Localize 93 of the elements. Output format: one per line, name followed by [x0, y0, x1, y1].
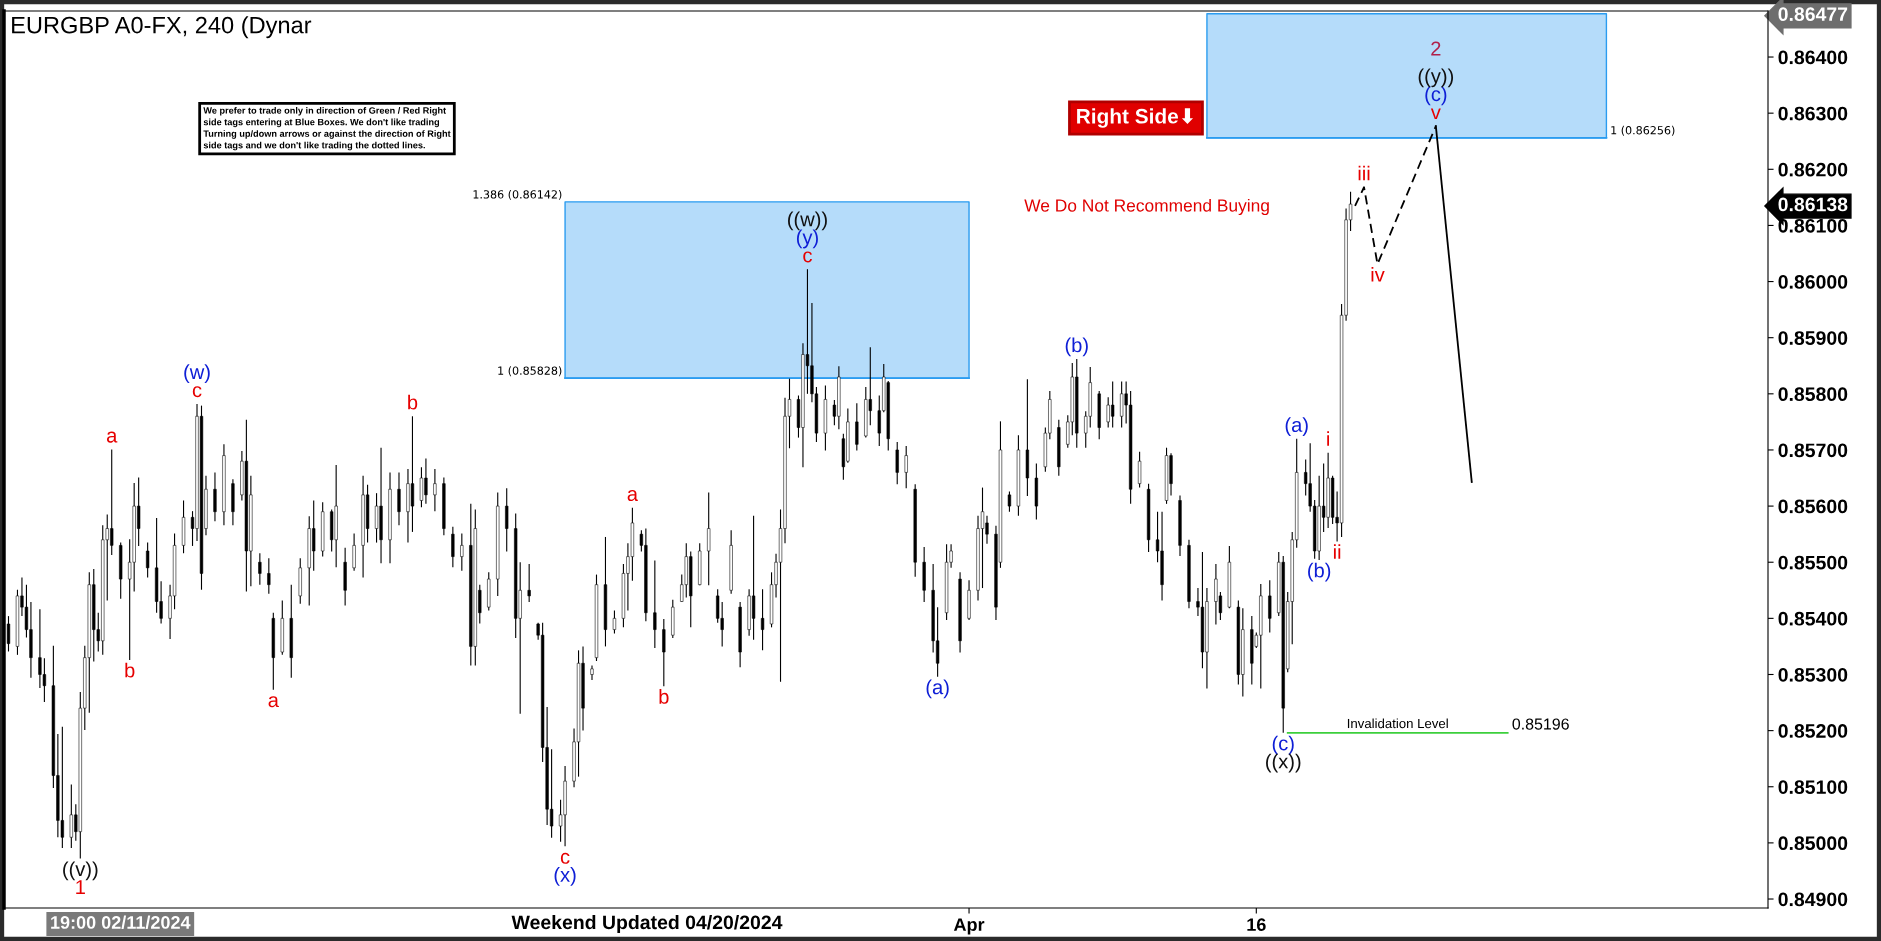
- candlestick: [855, 402, 859, 452]
- candlestick: [419, 466, 424, 508]
- annotation: ((w)): [788, 211, 827, 231]
- candlestick: [267, 557, 271, 595]
- candlestick: [258, 552, 262, 586]
- candlestick: [38, 608, 42, 689]
- annotation: We prefer to trade only in direction of Green / Red Right side tags entering at Blue Boxes. We don't like trading Turning up/down arrows or against the direction of Right side tags and we don't like trading the dotted lines.: [203, 106, 451, 151]
- y-tick-label: 0.85300: [1778, 667, 1848, 682]
- annotation: b: [408, 394, 418, 410]
- y-tick-label: 0.85900: [1778, 331, 1848, 345]
- annotation: (b): [1308, 562, 1331, 582]
- annotation: a: [627, 489, 638, 502]
- candlestick: [1007, 490, 1012, 513]
- annotation: (c): [1272, 735, 1294, 755]
- annotation: (w): [184, 364, 210, 384]
- annotation: c: [803, 251, 812, 263]
- candlestick: [1268, 579, 1272, 633]
- series-label: Invalidation Level: [1347, 718, 1448, 729]
- y-tick-label: 0.86100: [1778, 218, 1848, 233]
- annotation: v: [1430, 108, 1441, 120]
- candlestick: [352, 533, 356, 572]
- annotation: (a): [1285, 417, 1308, 436]
- candlestick: [505, 487, 509, 553]
- annotation: b: [125, 662, 135, 678]
- annotation: (y): [796, 229, 818, 249]
- candlestick: [410, 415, 415, 533]
- data-label: 0.85196: [1512, 718, 1569, 730]
- x-tick-label: Apr: [953, 918, 985, 935]
- candlestick: [904, 445, 908, 489]
- annotation: 1 (0.86256): [1611, 125, 1675, 136]
- chart-title: EURGBP A0-FX, 240 (Dynar: [12, 16, 312, 39]
- y-tick-label: 0.85800: [1778, 387, 1848, 402]
- y-tick-label: 0.86200: [1778, 162, 1848, 177]
- candlestick: [213, 471, 217, 522]
- candlestick: [146, 542, 150, 578]
- y-tick-label: 0.85000: [1778, 836, 1848, 851]
- candlestick: [707, 492, 711, 586]
- annotation: 1 (0.85828): [498, 366, 562, 377]
- candlestick: [397, 471, 401, 526]
- annotation: ii: [1333, 544, 1341, 559]
- annotation: c: [560, 852, 570, 864]
- text: Weekend Updated 04/20/2024: [511, 914, 783, 934]
- annotation: ((y)): [1418, 68, 1454, 88]
- y-tick-label: 0.84900: [1778, 892, 1848, 907]
- y-tick-label: 0.85700: [1778, 443, 1848, 458]
- y-tick-label: 0.85200: [1778, 724, 1848, 738]
- annotation: Right Side⬇: [1077, 108, 1194, 128]
- annotation: ((v)): [63, 861, 98, 881]
- candlestick: [662, 618, 666, 687]
- candlestick: [1214, 563, 1218, 626]
- annotation: 1: [76, 880, 85, 895]
- y-tick-label: 0.85400: [1778, 611, 1848, 626]
- candlestick: [980, 487, 985, 589]
- candlestick: [895, 441, 899, 485]
- candlestick: [1120, 380, 1124, 429]
- y-tick-label: 0.85100: [1778, 780, 1848, 794]
- y-tick-label: 0.86138: [1778, 197, 1848, 212]
- candlestick: [985, 515, 989, 545]
- candlestick: [549, 748, 554, 839]
- y-tick-label: 0.86400: [1778, 50, 1848, 65]
- annotation: We Do Not Recommend Buying: [1024, 198, 1269, 216]
- annotation: a: [106, 431, 118, 443]
- candlestick: [612, 609, 617, 635]
- candlestick: [460, 533, 464, 572]
- annotation: (b): [1065, 337, 1088, 357]
- annotation: 1.386 (0.86142): [473, 189, 562, 200]
- candlestick: [751, 515, 756, 641]
- candlestick: [760, 588, 765, 651]
- text: 19:00 02/11/2024: [51, 915, 191, 930]
- annotation: iv: [1371, 266, 1385, 282]
- y-tick-label: 0.85500: [1778, 555, 1848, 570]
- annotation: (c): [1425, 86, 1447, 106]
- annotation: a: [268, 696, 279, 708]
- candlestick: [374, 492, 379, 544]
- y-tick-label: 0.86477: [1778, 7, 1848, 22]
- annotation: c: [192, 386, 202, 398]
- annotation: (a): [926, 679, 949, 699]
- y-tick-label: 0.86000: [1778, 275, 1848, 289]
- annotation: iii: [1358, 165, 1370, 181]
- annotation: i: [1327, 431, 1329, 446]
- annotation: ((x)): [1266, 753, 1301, 773]
- candlestick: [653, 559, 657, 649]
- annotation: 2: [1431, 41, 1441, 56]
- annotation: (x): [554, 867, 576, 886]
- candlestick: [60, 726, 64, 849]
- y-tick-label: 0.85600: [1778, 499, 1848, 514]
- candlestick: [433, 468, 437, 512]
- candlestick: [451, 526, 455, 568]
- candlestick: [527, 563, 531, 603]
- annotation: b: [659, 689, 669, 704]
- x-tick-label: 16: [1247, 918, 1266, 931]
- y-tick-label: 0.86300: [1778, 106, 1848, 121]
- candlestick: [1137, 451, 1142, 489]
